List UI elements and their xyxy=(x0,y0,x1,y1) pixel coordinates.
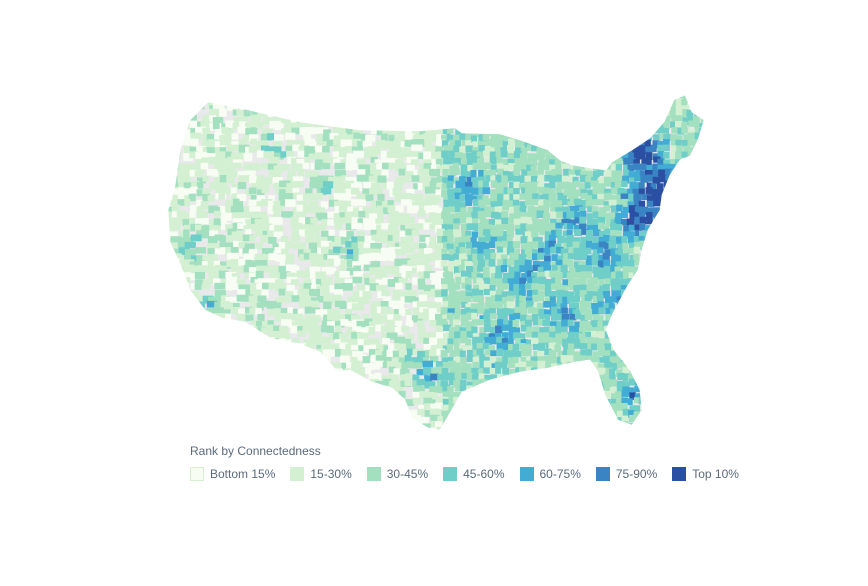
legend-item[interactable]: 30-45% xyxy=(366,467,429,481)
legend-swatch xyxy=(190,467,204,481)
legend: Rank by Connectedness Bottom 15% 15-30% 30… xyxy=(190,444,750,481)
legend-item[interactable]: Top 10% xyxy=(672,467,739,481)
legend-item[interactable]: 45-60% xyxy=(443,467,505,481)
us-choropleth-map[interactable] xyxy=(0,0,868,440)
legend-swatch xyxy=(672,467,687,481)
legend-swatch xyxy=(595,467,610,481)
legend-label: 60-75% xyxy=(539,467,581,481)
legend-item[interactable]: Bottom 15% xyxy=(190,467,275,481)
legend-swatch xyxy=(519,467,534,481)
legend-swatch xyxy=(366,467,381,481)
legend-label: 15-30% xyxy=(310,467,352,481)
legend-label: 30-45% xyxy=(386,467,429,481)
legend-item[interactable]: 60-75% xyxy=(519,467,581,481)
legend-label: Bottom 15% xyxy=(210,467,276,481)
legend-item[interactable]: 15-30% xyxy=(290,467,352,481)
legend-items: Bottom 15% 15-30% 30-45% 45-60% 60-75% 75-90%… xyxy=(190,467,750,481)
county-cells xyxy=(168,95,704,430)
legend-swatch xyxy=(290,467,305,481)
legend-label: 45-60% xyxy=(463,467,505,481)
legend-item[interactable]: 75-90% xyxy=(595,467,658,481)
legend-label: 75-90% xyxy=(615,467,658,481)
legend-swatch xyxy=(443,467,458,481)
legend-title: Rank by Connectedness xyxy=(190,444,321,458)
map-area xyxy=(0,0,868,440)
legend-label: Top 10% xyxy=(692,467,739,481)
